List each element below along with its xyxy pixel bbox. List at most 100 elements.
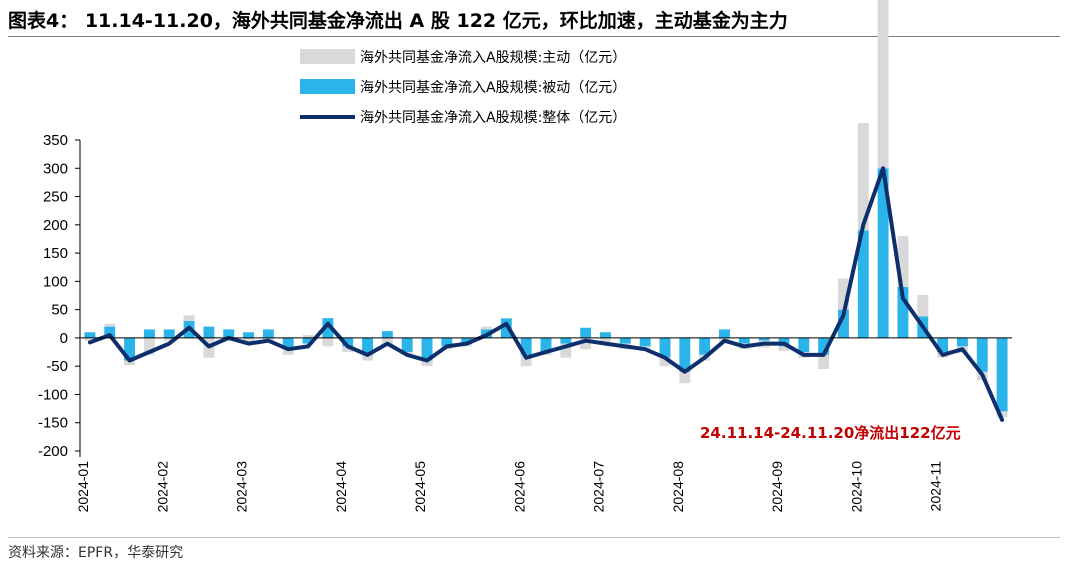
- legend-label: 海外共同基金净流入A股规模:主动（亿元）: [360, 49, 626, 66]
- passive-bar: [877, 168, 889, 338]
- active-bar: [580, 337, 592, 350]
- passive-bar: [243, 332, 255, 338]
- passive-bar: [976, 337, 988, 372]
- active-bar: [917, 294, 929, 317]
- x-tick-label: 2024-06: [511, 461, 527, 513]
- passive-bar: [143, 329, 155, 338]
- title-divider: [8, 36, 1060, 37]
- active-bar: [877, 0, 889, 169]
- active-bar: [124, 360, 136, 366]
- passive-bar: [639, 337, 651, 347]
- passive-bar: [600, 332, 611, 338]
- passive-bar: [203, 326, 215, 338]
- y-tick-label: 0: [60, 330, 68, 347]
- x-tick-label: 2024-11: [928, 461, 944, 512]
- passive-bar: [500, 318, 512, 338]
- figure-title: 图表4： 11.14-11.20，海外共同基金净流出 A 股 122 亿元，环比…: [8, 10, 788, 32]
- active-bar: [104, 323, 116, 327]
- y-tick-label: 300: [43, 160, 68, 177]
- x-tick-label: 2024-03: [234, 461, 250, 513]
- y-axis: -200 -150 -100 -50 0 50 100 150 200 250 300 350: [38, 132, 81, 460]
- y-tick-label: 50: [51, 302, 68, 319]
- active-bar: [600, 337, 611, 343]
- x-tick-label: 2024-05: [412, 461, 428, 513]
- y-tick-label: -50: [46, 358, 68, 375]
- legend-swatch-active: [300, 49, 355, 64]
- x-tick-label: 2024-04: [333, 461, 349, 513]
- passive-bar: [580, 327, 592, 338]
- active-bar: [560, 343, 572, 358]
- passive-bar: [104, 326, 116, 338]
- active-bar: [421, 360, 433, 367]
- source-note: 资料来源：EPFR，华泰研究: [8, 545, 184, 561]
- active-bar: [897, 236, 909, 288]
- x-axis: 2024-01 2024-02 2024-03 2024-04 2024-05 2024-…: [75, 337, 1012, 513]
- passive-bar: [996, 337, 1008, 412]
- passive-bar: [857, 230, 869, 338]
- active-bar: [282, 349, 294, 355]
- passive-bar: [520, 337, 532, 355]
- passive-bar: [798, 337, 810, 353]
- passive-bar: [262, 329, 274, 338]
- passive-bar: [560, 337, 572, 344]
- active-bar: [143, 337, 155, 355]
- passive-bar: [679, 337, 691, 372]
- passive-bar: [84, 332, 96, 338]
- passive-bar: [302, 337, 314, 344]
- passive-bar: [441, 337, 453, 347]
- passive-bar: [381, 331, 393, 338]
- active-bar: [183, 315, 195, 321]
- y-tick-label: -200: [38, 443, 68, 460]
- passive-bar: [659, 337, 671, 358]
- passive-bar: [461, 337, 473, 344]
- active-bar: [679, 371, 691, 384]
- y-tick-label: 100: [43, 273, 68, 290]
- passive-bar: [897, 287, 909, 338]
- passive-bar: [421, 337, 433, 361]
- x-tick-label: 2024-09: [769, 461, 785, 513]
- source-divider: [8, 537, 1060, 538]
- passive-bar: [540, 337, 552, 353]
- passive-bar: [223, 329, 235, 338]
- passive-bar: [818, 337, 830, 355]
- active-bar: [520, 354, 532, 367]
- active-bar: [500, 318, 512, 319]
- active-bar: [778, 346, 790, 351]
- active-bar: [481, 326, 492, 330]
- active-bar: [302, 335, 314, 338]
- active-bar: [243, 337, 255, 344]
- passive-bar: [937, 337, 949, 353]
- legend-swatch-passive: [300, 79, 355, 94]
- passive-bar: [837, 309, 849, 338]
- x-tick-label: 2024-02: [154, 461, 170, 513]
- active-bar: [163, 337, 175, 341]
- passive-bar: [758, 337, 770, 341]
- active-bar: [996, 411, 1008, 418]
- passive-bar: [956, 337, 968, 347]
- x-tick-label: 2024-10: [848, 461, 864, 513]
- y-tick-label: -150: [38, 415, 68, 432]
- active-bar: [84, 337, 96, 341]
- active-bar: [322, 337, 334, 347]
- x-tick-label: 2024-07: [591, 461, 607, 513]
- x-tick-label: 2024-01: [75, 461, 91, 513]
- passive-bar: [719, 329, 730, 338]
- passive-bar: [163, 329, 175, 338]
- y-tick-label: 150: [43, 245, 68, 262]
- passive-bar: [401, 337, 413, 353]
- annotation-label: 24.11.14-24.11.20净流出122亿元: [700, 424, 961, 442]
- active-bar: [857, 123, 869, 231]
- active-bar: [837, 278, 849, 310]
- y-tick-label: -100: [38, 386, 68, 403]
- passive-bar: [738, 337, 750, 344]
- legend-label: 海外共同基金净流入A股规模:整体（亿元）: [360, 109, 626, 126]
- passive-bar: [124, 337, 136, 361]
- y-tick-label: 200: [43, 217, 68, 234]
- passive-bar: [362, 337, 373, 355]
- active-bar: [659, 357, 671, 367]
- passive-bar: [322, 318, 334, 338]
- y-tick-label: 350: [43, 132, 68, 149]
- passive-bar: [699, 337, 711, 355]
